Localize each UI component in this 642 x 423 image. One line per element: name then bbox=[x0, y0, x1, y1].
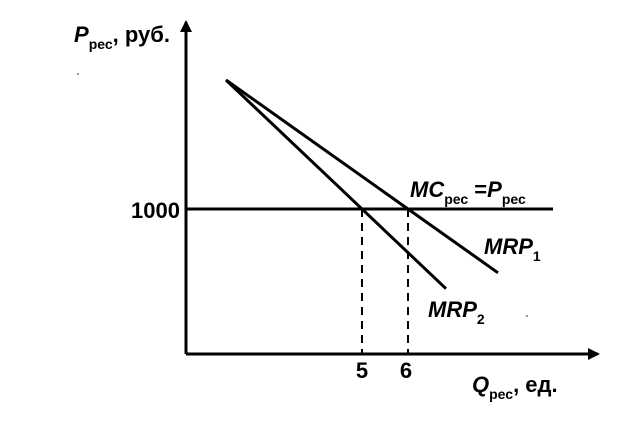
speck bbox=[526, 315, 528, 317]
x-axis-title: Qрес, ед. bbox=[472, 372, 558, 402]
speck bbox=[77, 73, 79, 75]
mrp1-line bbox=[225, 78, 499, 275]
y-axis-title: Pрес, руб. bbox=[74, 22, 170, 52]
x-tick-label-6: 6 bbox=[400, 358, 412, 383]
mc-price-label: MCрес =Pрес bbox=[410, 177, 526, 207]
y-tick-label: 1000 bbox=[131, 198, 180, 223]
mrp2-label: MRP2 bbox=[428, 297, 485, 327]
mrp1-label: MRP1 bbox=[484, 234, 541, 264]
mrp2-line bbox=[224, 78, 448, 290]
x-tick-label-5: 5 bbox=[356, 358, 368, 383]
